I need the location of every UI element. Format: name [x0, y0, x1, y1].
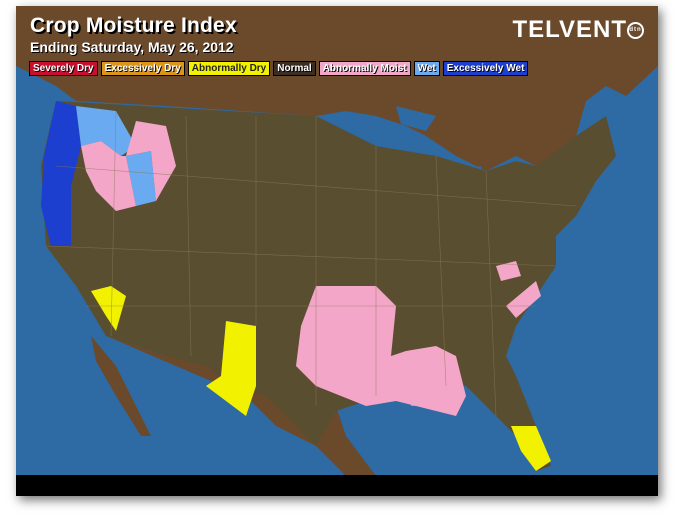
legend-excessively-dry: Excessively Dry	[100, 61, 185, 76]
region-abnormally-moist	[81, 121, 541, 416]
legend-normal: Normal	[273, 61, 316, 76]
map-frame: Crop Moisture Index Ending Saturday, May…	[16, 6, 658, 496]
canada-landmass	[16, 6, 658, 171]
telvent-logo: TELVENT dtn	[512, 16, 644, 44]
state-borders	[45, 110, 577, 417]
mexico-landmass	[106, 336, 376, 476]
legend-severely-dry: Severely Dry	[29, 61, 98, 76]
region-excessively-wet	[41, 101, 81, 246]
logo-text: TELVENT	[512, 16, 627, 43]
baja	[91, 336, 151, 436]
map-subtitle: Ending Saturday, May 26, 2012	[30, 39, 234, 55]
legend-abnormally-dry: Abnormally Dry	[187, 61, 271, 76]
map-title: Crop Moisture Index	[30, 14, 237, 37]
region-abnormally-dry	[91, 286, 551, 471]
legend-abnormally-moist: Abnormally Moist	[318, 61, 411, 76]
bottom-bar	[16, 475, 658, 496]
crop-moisture-map	[16, 6, 658, 496]
legend-wet: Wet	[413, 61, 440, 76]
legend: Severely Dry Excessively Dry Abnormally …	[29, 61, 529, 76]
dtn-badge: dtn	[627, 22, 644, 40]
legend-excessively-wet: Excessively Wet	[442, 61, 529, 76]
